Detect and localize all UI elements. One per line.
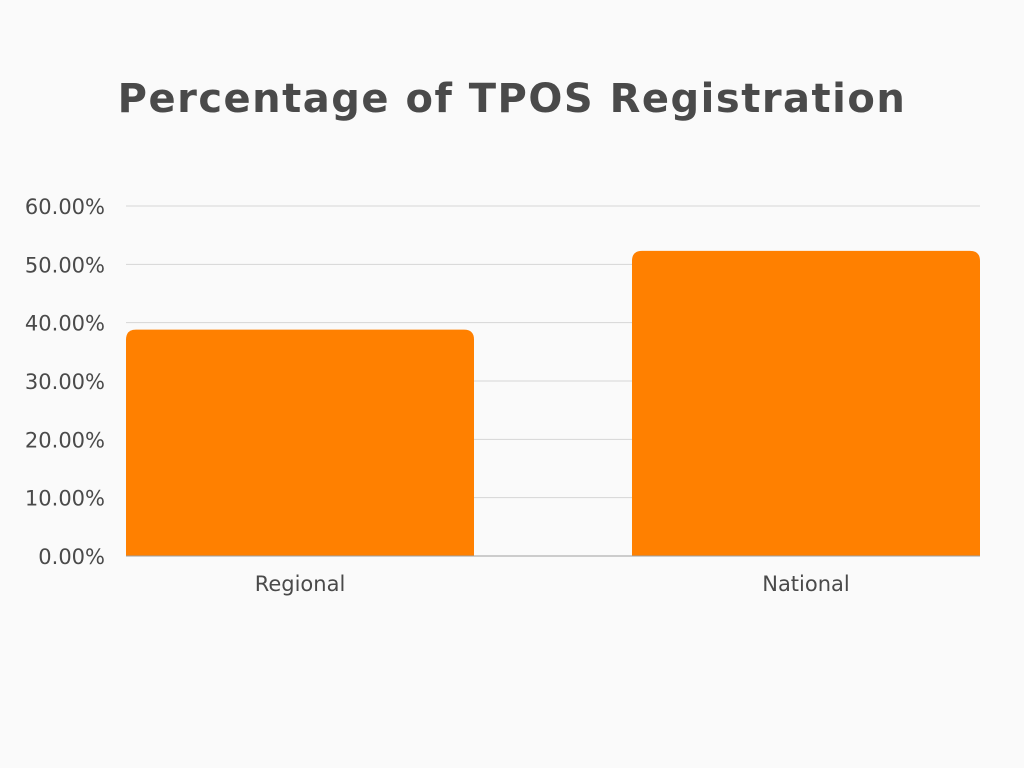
y-tick-label: 30.00% — [25, 370, 105, 394]
y-tick-label: 20.00% — [25, 428, 105, 452]
x-axis-category-labels: Regional National — [255, 572, 850, 596]
chart-title: Percentage of TPOS Registration — [117, 76, 907, 122]
bars — [126, 250, 980, 556]
y-tick-label: 10.00% — [25, 487, 105, 511]
bar-national — [631, 250, 980, 556]
x-category-label: National — [762, 572, 850, 596]
y-tick-label: 60.00% — [25, 195, 105, 219]
x-category-label: Regional — [255, 572, 346, 596]
y-tick-label: 50.00% — [25, 253, 105, 277]
y-tick-label: 0.00% — [38, 545, 105, 569]
y-axis-tick-labels: 0.00% 10.00% 20.00% 30.00% 40.00% 50.00% 60.00… — [25, 195, 105, 569]
bar-regional — [126, 329, 475, 556]
y-tick-label: 40.00% — [25, 312, 105, 336]
